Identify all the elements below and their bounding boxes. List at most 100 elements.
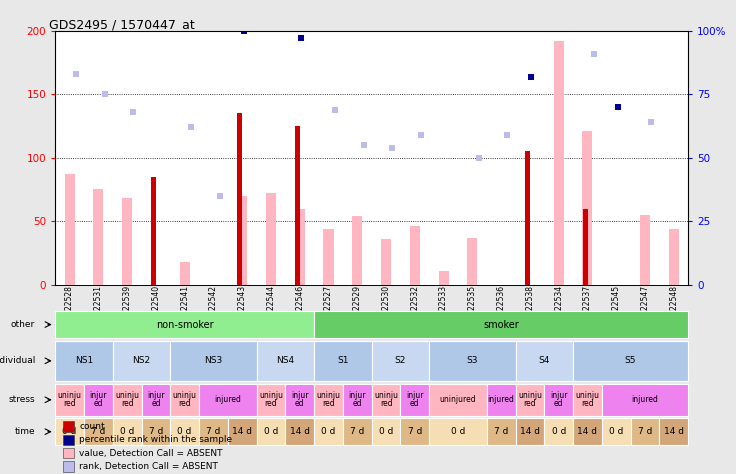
Bar: [429, 418, 486, 445]
Text: injur
ed: injur ed: [406, 391, 424, 409]
Text: GSM122539: GSM122539: [123, 285, 132, 331]
Bar: [314, 384, 343, 416]
Text: GSM122546: GSM122546: [295, 285, 304, 331]
Bar: [199, 384, 257, 416]
Bar: [429, 384, 486, 416]
Text: 7 d: 7 d: [408, 427, 422, 436]
Bar: [257, 341, 314, 381]
Bar: [151, 177, 156, 285]
Bar: [659, 418, 688, 445]
Text: GSM122535: GSM122535: [468, 285, 477, 331]
Text: GSM122548: GSM122548: [669, 285, 679, 331]
Text: 14 d: 14 d: [520, 427, 540, 436]
Bar: [314, 311, 688, 338]
Text: GSM122537: GSM122537: [583, 285, 592, 331]
Text: injur
ed: injur ed: [349, 391, 366, 409]
Text: 0 d: 0 d: [322, 427, 336, 436]
Bar: [180, 262, 190, 285]
Text: 14 d: 14 d: [578, 427, 598, 436]
Text: GSM122527: GSM122527: [324, 285, 333, 331]
Text: 7 d: 7 d: [206, 427, 221, 436]
Bar: [237, 196, 247, 285]
Bar: [515, 384, 545, 416]
Text: GSM122528: GSM122528: [65, 285, 74, 330]
Bar: [257, 384, 286, 416]
Text: GSM122541: GSM122541: [180, 285, 189, 331]
Text: uninju
red: uninju red: [518, 391, 542, 409]
Bar: [93, 190, 103, 285]
Text: individual: individual: [0, 356, 35, 365]
Text: 0 d: 0 d: [551, 427, 566, 436]
Bar: [372, 341, 429, 381]
Text: uninju
red: uninju red: [576, 391, 599, 409]
Bar: [602, 418, 631, 445]
Bar: [286, 384, 314, 416]
Bar: [170, 341, 257, 381]
Text: injured: injured: [488, 395, 514, 404]
Text: injur
ed: injur ed: [291, 391, 308, 409]
Bar: [486, 418, 515, 445]
Text: stress: stress: [8, 395, 35, 404]
Bar: [113, 418, 141, 445]
Text: 0 d: 0 d: [263, 427, 278, 436]
Text: GSM122533: GSM122533: [439, 285, 448, 331]
Text: uninjured: uninjured: [439, 395, 476, 404]
Bar: [122, 198, 132, 285]
Bar: [314, 341, 372, 381]
Text: GSM122536: GSM122536: [497, 285, 506, 331]
Bar: [84, 384, 113, 416]
Bar: [573, 418, 602, 445]
Bar: [141, 384, 170, 416]
Text: GSM122534: GSM122534: [554, 285, 563, 331]
Bar: [602, 384, 688, 416]
Text: percentile rank within the sample: percentile rank within the sample: [79, 436, 233, 444]
Text: S4: S4: [539, 356, 550, 365]
Text: GSM122531: GSM122531: [94, 285, 103, 331]
Bar: [266, 193, 276, 285]
Text: uninju
red: uninju red: [115, 391, 139, 409]
Text: 7 d: 7 d: [494, 427, 509, 436]
Text: 0 d: 0 d: [63, 427, 77, 436]
Text: other: other: [11, 320, 35, 329]
Text: GSM122529: GSM122529: [353, 285, 362, 331]
Bar: [631, 418, 659, 445]
Text: NS3: NS3: [205, 356, 222, 365]
Bar: [545, 418, 573, 445]
Bar: [372, 384, 400, 416]
Text: time: time: [15, 427, 35, 436]
Bar: [553, 41, 564, 285]
Text: 0 d: 0 d: [609, 427, 623, 436]
Bar: [228, 418, 257, 445]
Bar: [582, 131, 592, 285]
Bar: [515, 418, 545, 445]
Text: GSM122547: GSM122547: [640, 285, 649, 331]
Text: injur
ed: injur ed: [90, 391, 107, 409]
Bar: [429, 341, 515, 381]
Bar: [113, 341, 170, 381]
Text: 0 d: 0 d: [379, 427, 393, 436]
Text: 0 d: 0 d: [451, 427, 465, 436]
Bar: [170, 418, 199, 445]
Text: 7 d: 7 d: [638, 427, 652, 436]
Text: injured: injured: [631, 395, 659, 404]
Text: 7 d: 7 d: [149, 427, 163, 436]
Bar: [170, 384, 199, 416]
Text: injured: injured: [214, 395, 241, 404]
Text: uninju
red: uninju red: [173, 391, 197, 409]
Bar: [372, 418, 400, 445]
Bar: [400, 418, 429, 445]
Text: 14 d: 14 d: [664, 427, 684, 436]
Text: 14 d: 14 d: [233, 427, 252, 436]
Text: rank, Detection Call = ABSENT: rank, Detection Call = ABSENT: [79, 462, 219, 471]
Bar: [353, 216, 362, 285]
Text: GSM122540: GSM122540: [152, 285, 160, 331]
Text: 7 d: 7 d: [350, 427, 364, 436]
Bar: [55, 384, 84, 416]
Bar: [294, 209, 305, 285]
Text: GDS2495 / 1570447_at: GDS2495 / 1570447_at: [49, 18, 194, 31]
Bar: [295, 126, 300, 285]
Bar: [65, 174, 74, 285]
Text: GSM122544: GSM122544: [266, 285, 275, 331]
Text: non-smoker: non-smoker: [156, 319, 213, 329]
Bar: [113, 384, 141, 416]
